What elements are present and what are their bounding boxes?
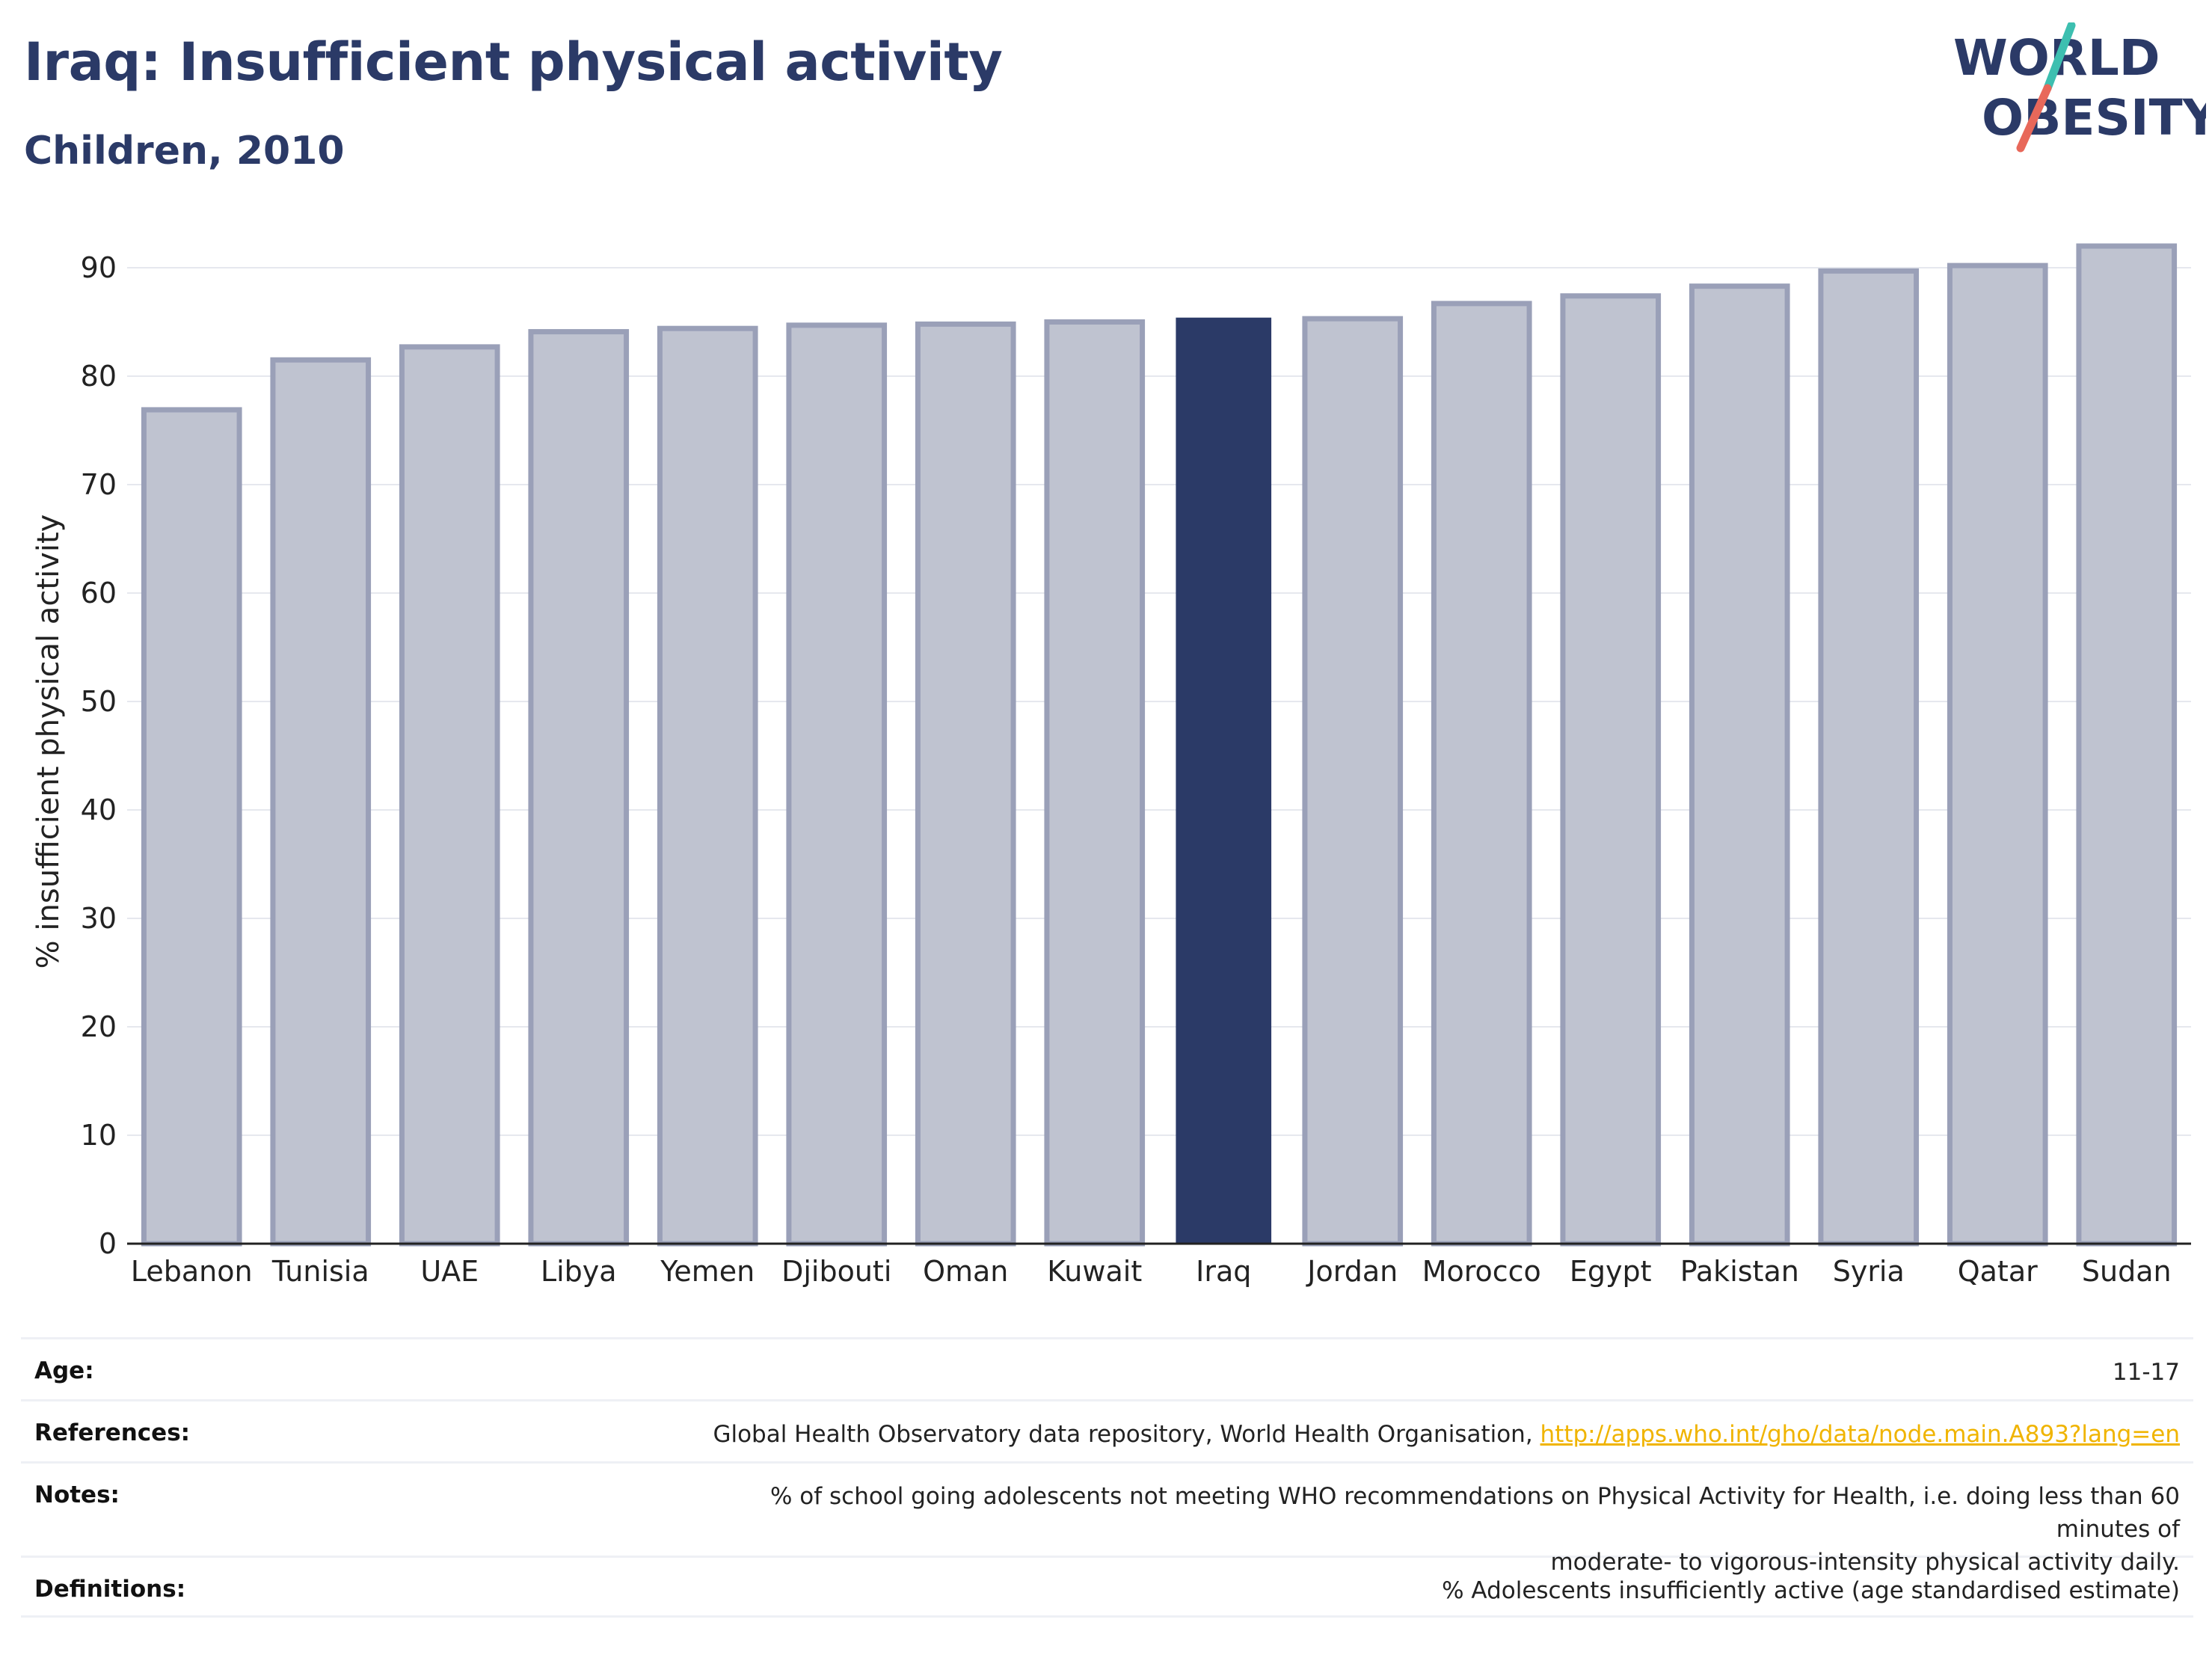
y-tick-labels: 0 10 20 30 40 50 60 70 80 90 (81, 251, 117, 1260)
logo-line2: OBESITY (1982, 89, 2206, 147)
references-label: References: (34, 1419, 191, 1446)
logo-slash-bottom (2016, 84, 2052, 153)
age-label: Age: (34, 1357, 94, 1384)
bar (915, 321, 1016, 1247)
bar (1947, 262, 2048, 1247)
notes-line1: % of school going adolescents not meetin… (769, 1483, 2180, 1543)
info-row-definitions: Definitions: % Adolescents insufficientl… (21, 1556, 2193, 1618)
y-tick-label: 20 (81, 1010, 117, 1043)
bar (786, 322, 888, 1247)
x-tick-label: Morocco (1422, 1255, 1541, 1288)
bars (141, 243, 2178, 1247)
definitions-value: % Adolescents insufficiently active (age… (1442, 1577, 2180, 1604)
bar-chart: 0 10 20 30 40 50 60 70 80 90 Lebanon Tunisia UAE Lib… (31, 243, 2191, 1288)
bar (1560, 293, 1662, 1247)
x-tick-label: Iraq (1196, 1255, 1251, 1288)
y-tick-label: 90 (81, 251, 117, 284)
definitions-label: Definitions: (34, 1576, 186, 1603)
info-row-notes: Notes: % of school going adolescents not… (21, 1461, 2193, 1576)
bar (2076, 243, 2178, 1247)
bar (1044, 319, 1146, 1247)
info-row-references: References: Global Health Observatory da… (21, 1399, 2193, 1461)
world-obesity-logo: WORLD OBESITY (1953, 22, 2206, 153)
bar (657, 325, 758, 1247)
bar (1431, 301, 1532, 1247)
info-table: Age: 11-17 References: Global Health Obs… (21, 1337, 2193, 1618)
x-tick-label: Syria (1833, 1255, 1905, 1288)
x-tick-label: UAE (420, 1255, 479, 1288)
y-tick-label: 30 (81, 902, 117, 935)
x-tick-label: Pakistan (1680, 1255, 1799, 1288)
x-tick-label: Kuwait (1047, 1255, 1142, 1288)
x-tick-label: Jordan (1306, 1255, 1398, 1288)
y-tick-label: 40 (81, 793, 117, 826)
page-title: Iraq: Insufficient physical activity (24, 31, 1003, 93)
info-row-age: Age: 11-17 (21, 1337, 2193, 1399)
references-link[interactable]: http://apps.who.int/gho/data/node.main.A… (1540, 1421, 2180, 1448)
y-tick-label: 50 (81, 685, 117, 718)
bar (1818, 268, 1920, 1247)
notes-line2: moderate- to vigorous-intensity physical… (1550, 1549, 2180, 1576)
page-subtitle: Children, 2010 (24, 129, 345, 174)
bar (141, 407, 242, 1247)
x-tick-label: Tunisia (271, 1255, 369, 1288)
y-tick-label: 10 (81, 1119, 117, 1152)
x-tick-label: Djibouti (781, 1255, 891, 1288)
y-tick-label: 60 (81, 577, 117, 610)
x-tick-label: Oman (923, 1255, 1008, 1288)
x-tick-label: Lebanon (131, 1255, 253, 1288)
bar (399, 344, 500, 1247)
y-tick-label: 80 (81, 360, 117, 393)
y-axis-label: % insufficient physical activity (31, 515, 66, 969)
bar (1689, 283, 1790, 1247)
y-tick-label: 0 (99, 1227, 117, 1260)
x-tick-label: Qatar (1958, 1255, 2038, 1288)
bar-highlight (1176, 317, 1272, 1244)
notes-value: % of school going adolescents not meetin… (684, 1480, 2180, 1579)
bar (528, 329, 630, 1247)
x-tick-label: Libya (541, 1255, 617, 1288)
references-text: Global Health Observatory data repositor… (713, 1421, 1540, 1448)
x-tick-label: Egypt (1570, 1255, 1652, 1288)
age-value: 11-17 (2112, 1359, 2180, 1386)
notes-label: Notes: (34, 1481, 120, 1508)
x-tick-label: Yemen (660, 1255, 755, 1288)
x-tick-label: Sudan (2082, 1255, 2172, 1288)
bar (270, 357, 372, 1247)
x-tick-labels: Lebanon Tunisia UAE Libya Yemen Djibouti Oman K… (131, 1255, 2172, 1288)
references-value: Global Health Observatory data repositor… (713, 1418, 2180, 1451)
bar (1302, 316, 1404, 1247)
y-tick-label: 70 (81, 468, 117, 501)
logo-slash-top (2043, 22, 2076, 93)
